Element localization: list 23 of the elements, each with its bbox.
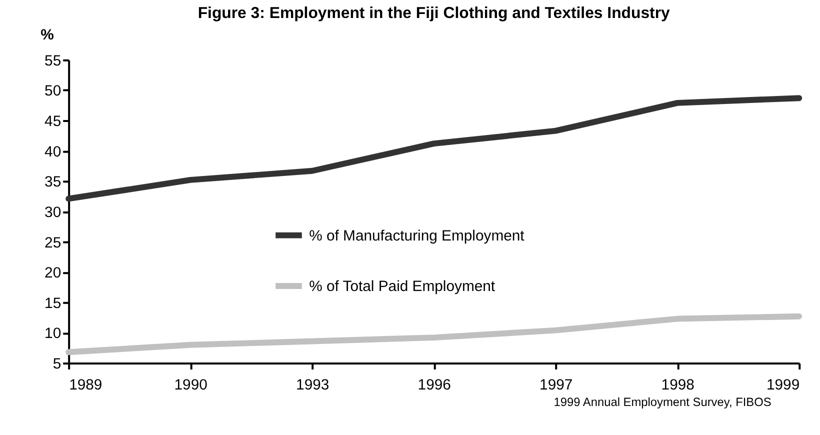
- y-tick-label: 45: [44, 114, 62, 130]
- legend-label: % of Manufacturing Employment: [309, 228, 526, 244]
- x-tick-label: 1997: [540, 377, 573, 394]
- legend-label: % of Total Paid Employment: [309, 278, 496, 295]
- y-tick-label: 50: [44, 84, 62, 100]
- x-tick-label: 1989: [69, 377, 102, 394]
- y-tick-label: 55: [44, 53, 62, 70]
- y-tick-label: 15: [44, 296, 62, 312]
- y-tick-label: 5: [52, 356, 62, 373]
- x-tick-label: 1998: [661, 377, 694, 394]
- x-tick-label: 1990: [174, 377, 208, 394]
- x-tick-label: 1999: [766, 377, 800, 394]
- text: 1999 Annual Employment Survey, FIBOS: [554, 394, 772, 409]
- x-tick-label: 1996: [418, 377, 451, 394]
- x-tick-label: 1993: [296, 377, 330, 394]
- y-tick-label: 30: [44, 204, 62, 221]
- y-tick-label: 10: [44, 326, 62, 342]
- y-tick-label: 40: [44, 144, 62, 160]
- y-tick-label: 35: [44, 174, 62, 191]
- y-tick-label: 25: [44, 235, 62, 252]
- y-axis-title: %: [40, 28, 54, 44]
- chart-title: Figure 3: Employment in the Fiji Clothing and Textiles Industry: [198, 5, 670, 22]
- y-tick-label: 20: [44, 266, 62, 282]
